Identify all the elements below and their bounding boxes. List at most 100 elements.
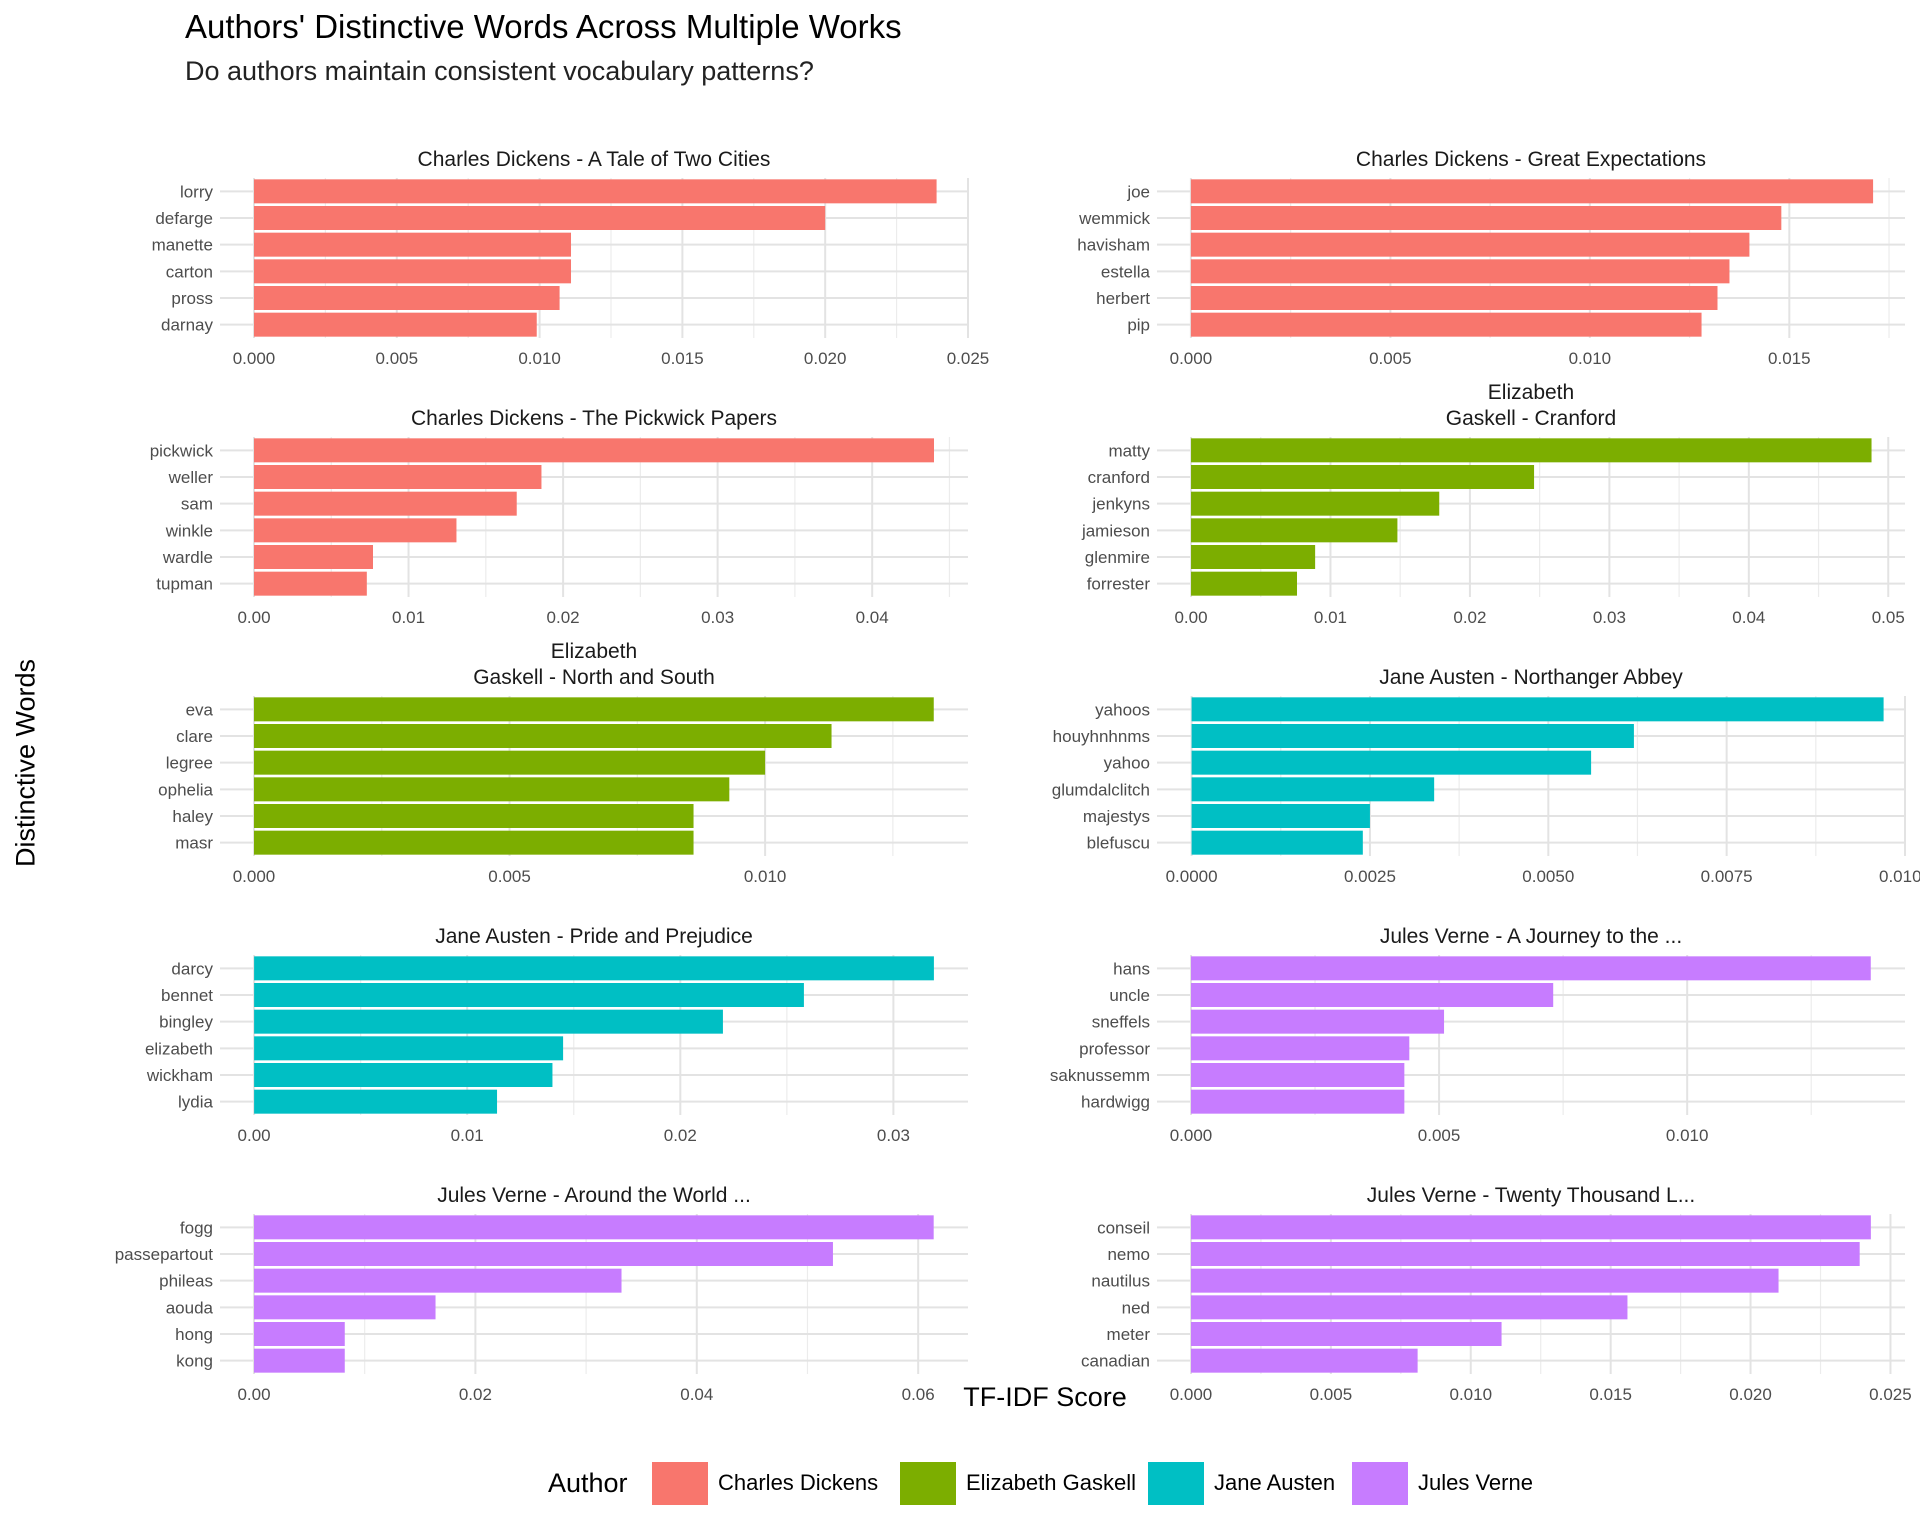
bar-aouda (253, 1295, 436, 1320)
category-label: pickwick (150, 441, 214, 460)
bar-pross (253, 286, 560, 310)
bar-bennet (254, 983, 804, 1007)
bar-kong (253, 1348, 345, 1373)
bar-glenmire (1191, 545, 1316, 569)
bar-ned (1190, 1295, 1628, 1320)
bar-tupman (254, 571, 367, 596)
tick-label: 0.02 (459, 1385, 492, 1404)
bar-uncle (1190, 983, 1554, 1007)
category-label: hong (175, 1325, 213, 1344)
category-label: houyhnhnms (1053, 727, 1150, 746)
bar-herbert (1190, 286, 1718, 310)
bar-lorry (253, 179, 937, 204)
tick-label: 0.00 (1174, 608, 1207, 627)
panel-jules-verne-twenty-thousand-l: Jules Verne - Twenty Thousand L... consei… (1081, 1184, 1912, 1404)
tick-label: 0.010 (1450, 1385, 1493, 1404)
legend-key-elizabeth-gaskell (900, 1462, 956, 1505)
tick-label: 0.015 (1768, 349, 1811, 368)
bar-phileas (253, 1268, 622, 1293)
panel-charles-dickens-the-pickwick-papers: Charles Dickens - The Pickwick Papers pic… (150, 407, 968, 627)
bar-blefuscu (1191, 830, 1363, 855)
legend-key-charles-dickens (652, 1462, 708, 1505)
tick-label: 0.03 (701, 608, 734, 627)
category-label: uncle (1109, 986, 1150, 1005)
tick-label: 0.00 (237, 1385, 270, 1404)
category-label: cranford (1088, 468, 1150, 487)
bar-pickwick (254, 438, 934, 463)
category-label: passepartout (115, 1245, 214, 1264)
tick-label: 0.005 (1369, 349, 1412, 368)
tick-label: 0.010 (1666, 1126, 1709, 1145)
bar-darnay (253, 312, 537, 337)
bar-wemmick (1190, 206, 1782, 230)
category-label: forrester (1087, 575, 1151, 594)
tick-label: 0.01 (392, 608, 425, 627)
tick-label: 0.020 (1729, 1385, 1772, 1404)
category-label: meter (1107, 1325, 1151, 1344)
category-label: nautilus (1091, 1272, 1150, 1291)
bar-sneffels (1190, 1009, 1445, 1034)
tick-label: 0.000 (233, 349, 276, 368)
category-label: clare (176, 727, 213, 746)
tick-label: 0.01 (451, 1126, 484, 1145)
bar-joe (1190, 179, 1874, 204)
tick-label: 0.03 (877, 1126, 910, 1145)
chart-title: Authors' Distinctive Words Across Multip… (185, 8, 902, 45)
category-label: haley (172, 807, 213, 826)
panel-title: Elizabeth Gaskell - Cranford (1446, 381, 1616, 430)
bar-professor (1190, 1036, 1410, 1061)
category-label: canadian (1081, 1352, 1150, 1371)
tick-label: 0.00 (238, 1126, 271, 1145)
category-label: jenkyns (1091, 495, 1150, 514)
panel-elizabeth-gaskell-north-and-south: Elizabeth Gaskell - North and South eva cla… (158, 640, 968, 886)
tick-label: 0.005 (1310, 1385, 1353, 1404)
category-label: glenmire (1085, 548, 1150, 567)
tick-label: 0.0075 (1701, 867, 1753, 886)
panel-jane-austen-northanger-abbey: Jane Austen - Northanger Abbey yahoos houy… (1052, 666, 1920, 886)
chart-subtitle: Do authors maintain consistent vocabular… (185, 56, 814, 86)
panel-title: Jane Austen - Northanger Abbey (1379, 666, 1683, 689)
bar-canadian (1190, 1348, 1418, 1373)
tick-label: 0.010 (518, 349, 561, 368)
category-label: masr (175, 834, 213, 853)
bar-lydia (254, 1089, 498, 1114)
category-label: lorry (180, 182, 214, 201)
category-label: estella (1101, 262, 1151, 281)
panel-elizabeth-gaskell-cranford: Elizabeth Gaskell - Cranford matty cranford… (1081, 381, 1905, 627)
category-label: yahoo (1104, 754, 1150, 773)
tick-label: 0.01 (1314, 608, 1347, 627)
category-label: tupman (156, 575, 213, 594)
category-label: phileas (159, 1272, 213, 1291)
bar-forrester (1191, 571, 1298, 596)
category-label: carton (166, 262, 213, 281)
category-label: winkle (165, 521, 213, 540)
legend: Author Charles Dickens Elizabeth Gaskell… (0, 1456, 1920, 1516)
tick-label: 0.020 (804, 349, 847, 368)
bar-jenkyns (1191, 491, 1440, 516)
legend-label-elizabeth-gaskell: Elizabeth Gaskell (966, 1470, 1136, 1495)
tick-label: 0.025 (1869, 1385, 1912, 1404)
tick-label: 0.04 (1732, 608, 1765, 627)
panel-title: Elizabeth Gaskell - North and South (473, 640, 715, 689)
bar-meter (1190, 1322, 1502, 1346)
bar-sam (254, 491, 517, 516)
bar-ophelia (253, 777, 730, 802)
tick-label: 0.010 (1569, 349, 1612, 368)
legend-title: Author (548, 1468, 628, 1498)
legend-key-jane-austen (1148, 1462, 1204, 1505)
category-label: legree (166, 754, 213, 773)
tick-label: 0.000 (1170, 1126, 1213, 1145)
category-label: herbert (1096, 289, 1150, 308)
bar-saknussemm (1190, 1063, 1405, 1087)
tick-label: 0.03 (1593, 608, 1626, 627)
legend-label-jules-verne: Jules Verne (1418, 1470, 1533, 1495)
bar-conseil (1190, 1215, 1871, 1240)
panel-jane-austen-pride-and-prejudice: Jane Austen - Pride and Prejudice darcy be… (145, 925, 968, 1145)
bar-haley (253, 804, 694, 828)
category-label: blefuscu (1087, 834, 1150, 853)
tick-label: 0.0025 (1344, 867, 1396, 886)
bar-weller (254, 465, 542, 489)
